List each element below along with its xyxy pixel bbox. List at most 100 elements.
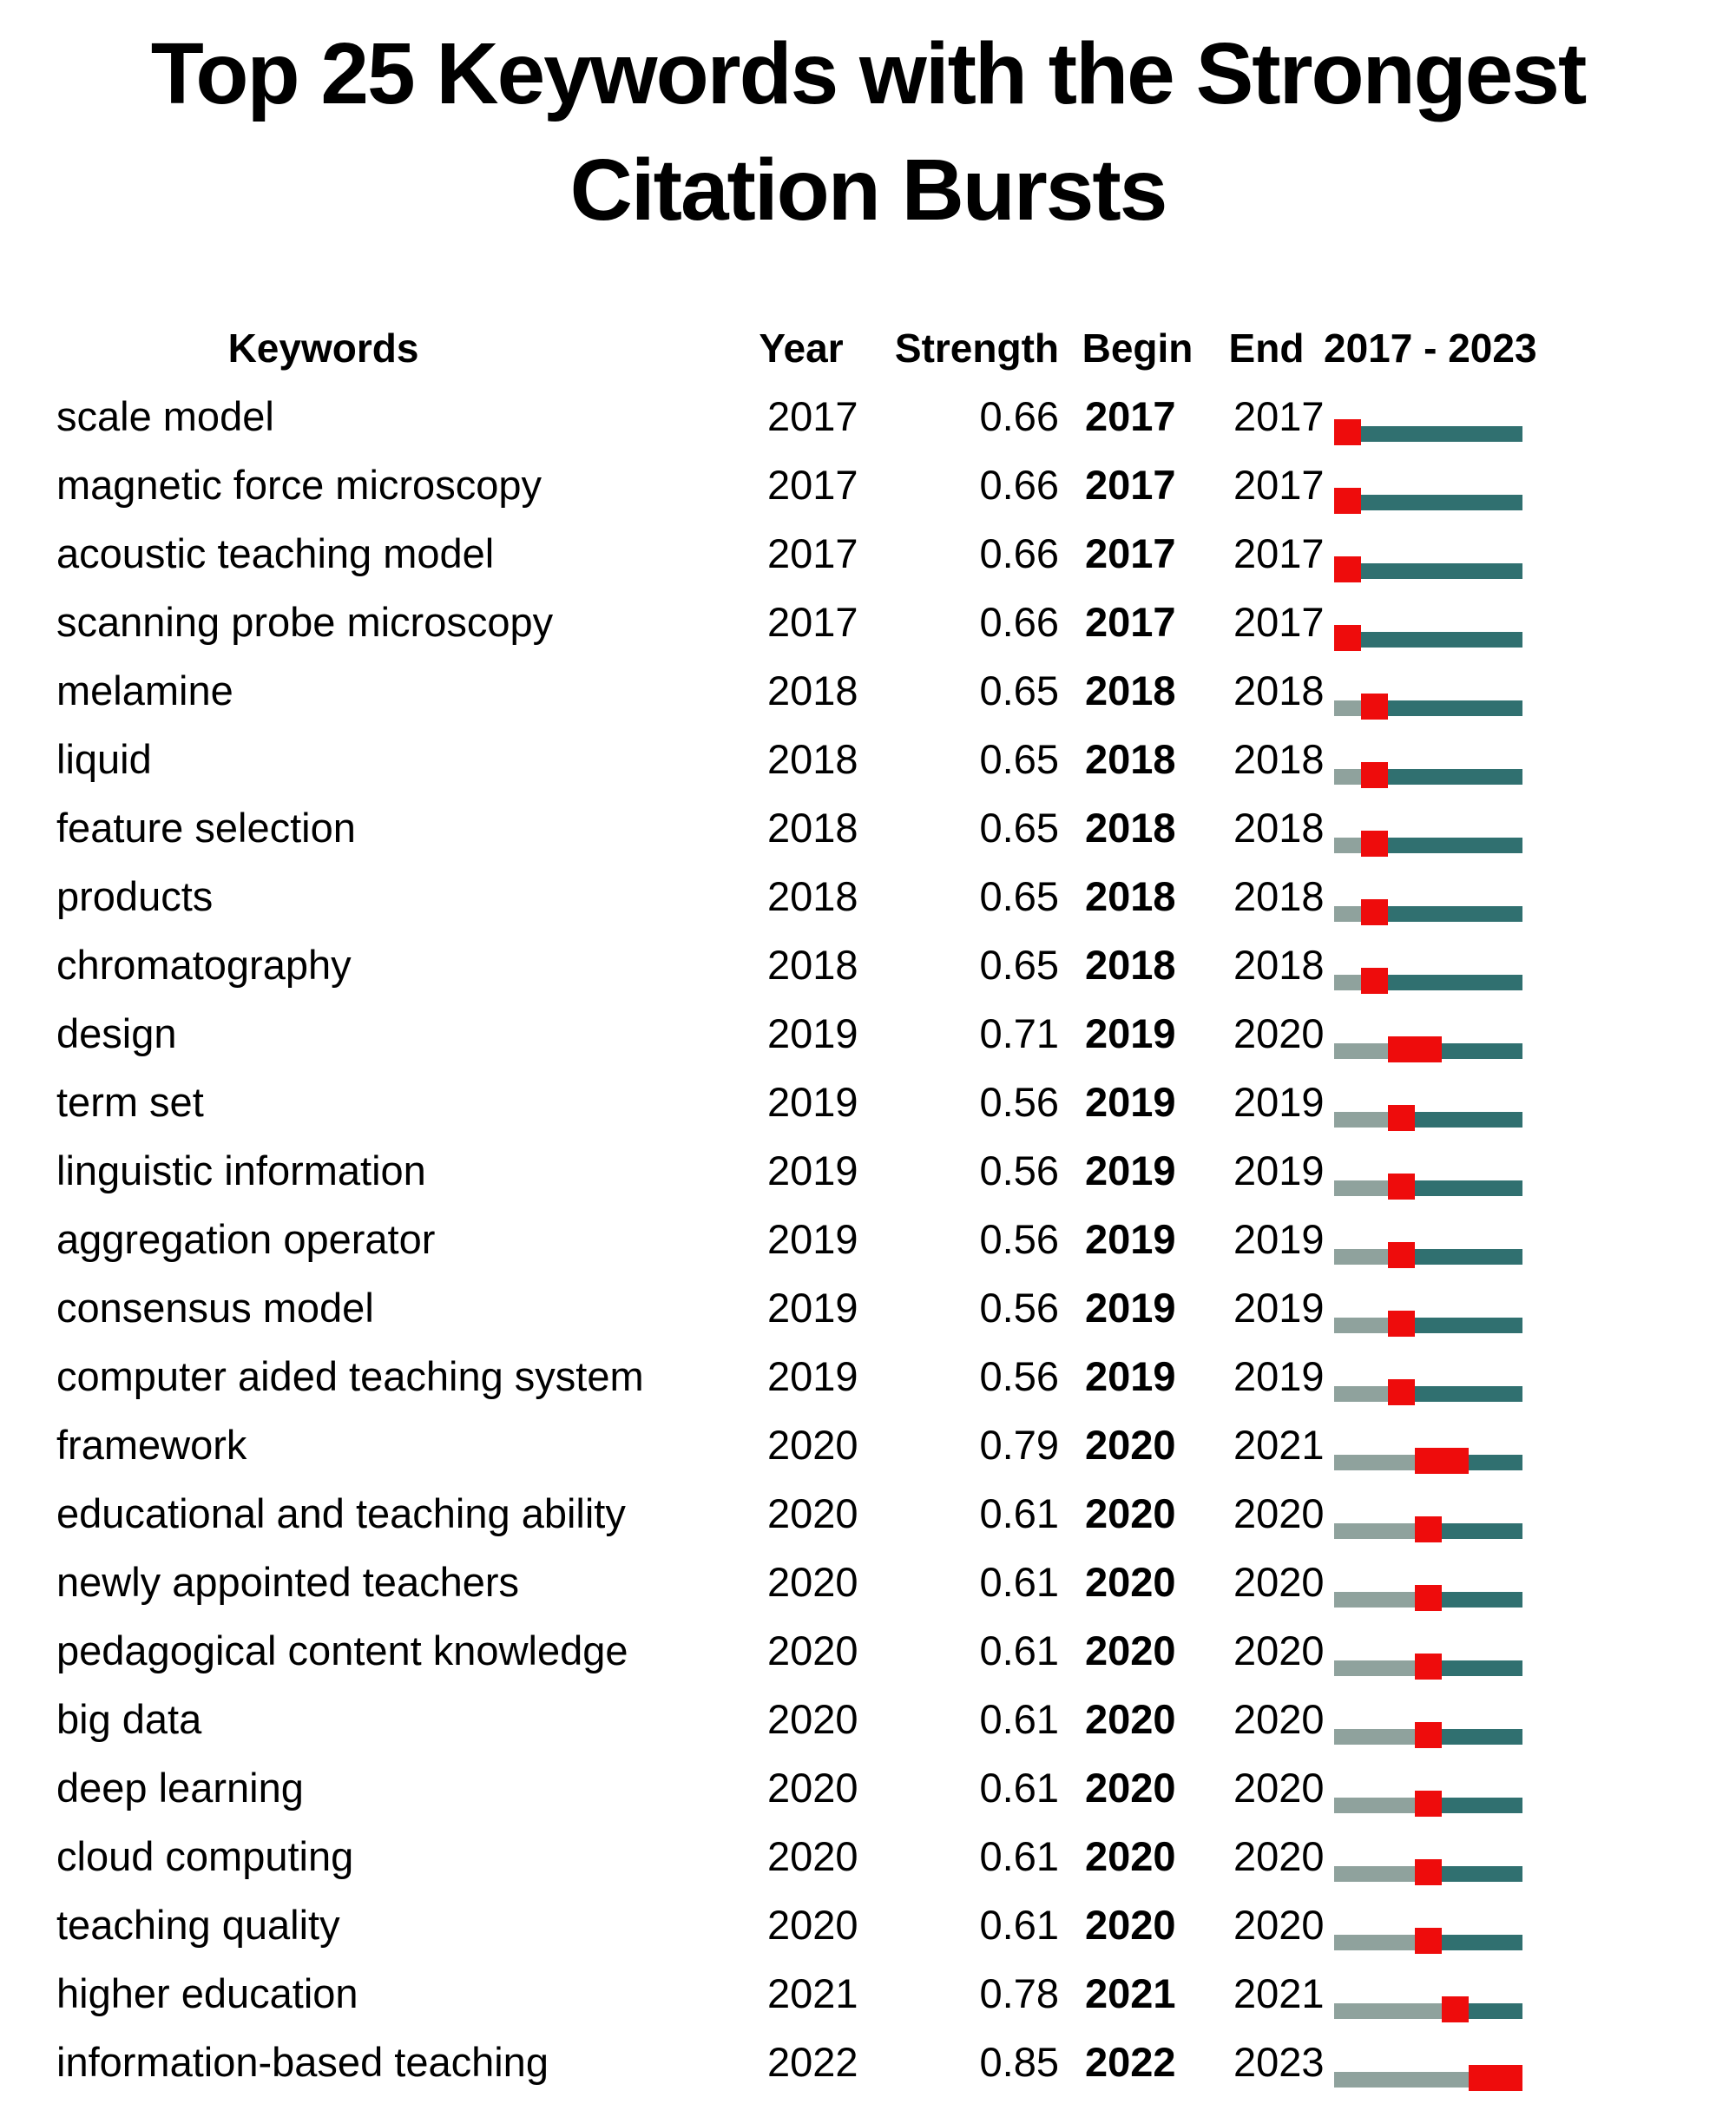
post-burst-segment <box>1415 1112 1522 1128</box>
strength-value: 0.85 <box>979 2039 1059 2085</box>
strength-value: 0.61 <box>979 1696 1059 1742</box>
strength-value: 0.78 <box>979 1970 1059 2016</box>
end-value: 2021 <box>1233 1970 1325 2016</box>
pre-burst-segment <box>1334 1318 1388 1333</box>
pre-burst-segment <box>1334 1798 1415 1813</box>
table-row: pedagogical content knowledge 2020 0.61 … <box>0 1616 1736 1685</box>
begin-value: 2020 <box>1085 1833 1176 1879</box>
begin-value: 2018 <box>1085 736 1176 782</box>
pre-burst-segment <box>1334 1043 1388 1059</box>
burst-segment <box>1415 1448 1469 1474</box>
begin-value: 2022 <box>1085 2039 1176 2085</box>
burst-segment <box>1388 1174 1415 1200</box>
pre-burst-segment <box>1334 2072 1469 2088</box>
year-value: 2018 <box>767 942 858 988</box>
burst-segment <box>1415 1516 1442 1542</box>
pre-burst-segment <box>1334 1935 1415 1950</box>
strength-value: 0.65 <box>979 667 1059 713</box>
post-burst-segment <box>1415 1180 1522 1196</box>
begin-value: 2019 <box>1085 1216 1176 1262</box>
burst-timeline-bar <box>1334 1174 1522 1200</box>
end-value: 2017 <box>1233 530 1325 576</box>
header-end: End <box>1228 325 1305 371</box>
keyword-label: scale model <box>56 393 274 439</box>
burst-segment <box>1361 694 1388 720</box>
keyword-label: deep learning <box>56 1765 304 1811</box>
post-burst-segment <box>1442 1729 1522 1745</box>
pre-burst-segment <box>1334 1180 1388 1196</box>
keyword-label: design <box>56 1010 177 1056</box>
year-value: 2020 <box>767 1833 858 1879</box>
keyword-label: magnetic force microscopy <box>56 462 542 508</box>
keyword-label: feature selection <box>56 805 356 851</box>
begin-value: 2020 <box>1085 1902 1176 1948</box>
begin-value: 2020 <box>1085 1627 1176 1673</box>
keyword-label: big data <box>56 1696 202 1742</box>
post-burst-segment <box>1415 1249 1522 1265</box>
year-value: 2020 <box>767 1696 858 1742</box>
keyword-label: melamine <box>56 667 233 713</box>
pre-burst-segment <box>1334 1455 1415 1470</box>
end-value: 2020 <box>1233 1490 1325 1536</box>
end-value: 2017 <box>1233 462 1325 508</box>
burst-segment <box>1415 1722 1442 1748</box>
burst-segment <box>1334 556 1361 582</box>
burst-segment <box>1415 1859 1442 1885</box>
burst-timeline-bar <box>1334 1036 1522 1062</box>
burst-segment <box>1334 625 1361 651</box>
year-value: 2019 <box>767 1010 858 1056</box>
end-value: 2020 <box>1233 1765 1325 1811</box>
table-row: computer aided teaching system 2019 0.56… <box>0 1342 1736 1410</box>
keyword-label: acoustic teaching model <box>56 530 495 576</box>
burst-segment <box>1361 831 1388 857</box>
end-value: 2018 <box>1233 805 1325 851</box>
burst-timeline-bar <box>1334 1654 1522 1680</box>
post-burst-segment <box>1361 632 1522 648</box>
keyword-label: information-based teaching <box>56 2039 549 2085</box>
strength-value: 0.61 <box>979 1627 1059 1673</box>
keyword-label: cloud computing <box>56 1833 354 1879</box>
pre-burst-segment <box>1334 1660 1415 1676</box>
table-row: feature selection 2018 0.65 2018 2018 <box>0 793 1736 862</box>
year-value: 2020 <box>767 1902 858 1948</box>
strength-value: 0.61 <box>979 1833 1059 1879</box>
post-burst-segment <box>1388 769 1522 785</box>
end-value: 2017 <box>1233 599 1325 645</box>
begin-value: 2017 <box>1085 599 1176 645</box>
burst-timeline-bar <box>1334 1379 1522 1405</box>
burst-timeline-bar <box>1334 1516 1522 1542</box>
post-burst-segment <box>1388 906 1522 922</box>
year-value: 2019 <box>767 1353 858 1399</box>
begin-value: 2018 <box>1085 873 1176 919</box>
burst-segment <box>1415 1928 1442 1954</box>
header-year-range: 2017 - 2023 <box>1324 325 1537 371</box>
year-value: 2019 <box>767 1216 858 1262</box>
pre-burst-segment <box>1334 906 1361 922</box>
end-value: 2020 <box>1233 1696 1325 1742</box>
burst-timeline-bar <box>1334 1996 1522 2022</box>
burst-timeline-bar <box>1334 762 1522 788</box>
burst-timeline-bar <box>1334 1585 1522 1611</box>
table-row: higher education 2021 0.78 2021 2021 <box>0 1959 1736 2028</box>
end-value: 2020 <box>1233 1902 1325 1948</box>
year-value: 2021 <box>767 1970 858 2016</box>
post-burst-segment <box>1415 1318 1522 1333</box>
year-value: 2018 <box>767 873 858 919</box>
begin-value: 2017 <box>1085 393 1176 439</box>
burst-timeline-bar <box>1334 1105 1522 1131</box>
table-row: scale model 2017 0.66 2017 2017 <box>0 382 1736 450</box>
table-row: melamine 2018 0.65 2018 2018 <box>0 656 1736 725</box>
keyword-label: framework <box>56 1422 247 1468</box>
table-row: big data 2020 0.61 2020 2020 <box>0 1685 1736 1753</box>
strength-value: 0.56 <box>979 1216 1059 1262</box>
keyword-label: computer aided teaching system <box>56 1353 644 1399</box>
keyword-label: higher education <box>56 1970 358 2016</box>
post-burst-segment <box>1361 426 1522 442</box>
burst-timeline-bar <box>1334 488 1522 514</box>
post-burst-segment <box>1442 1866 1522 1882</box>
begin-value: 2019 <box>1085 1353 1176 1399</box>
year-value: 2020 <box>767 1559 858 1605</box>
pre-burst-segment <box>1334 700 1361 716</box>
burst-timeline-bar <box>1334 2065 1522 2091</box>
year-value: 2022 <box>767 2039 858 2085</box>
